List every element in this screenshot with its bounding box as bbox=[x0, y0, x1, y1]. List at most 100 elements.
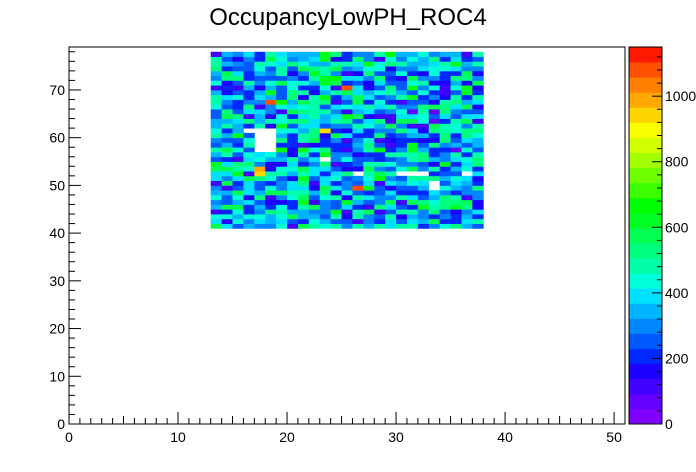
heatmap-cell bbox=[243, 56, 255, 62]
heatmap-cell bbox=[210, 209, 223, 215]
heatmap-cell bbox=[265, 123, 277, 129]
color-scale-swatch bbox=[629, 182, 662, 199]
heatmap-cell bbox=[330, 194, 342, 201]
heatmap-cell bbox=[319, 204, 332, 210]
heatmap-cell bbox=[385, 194, 397, 201]
heatmap-cell bbox=[297, 85, 310, 91]
color-scale-swatch bbox=[629, 77, 662, 93]
heatmap-cell bbox=[341, 66, 353, 72]
heatmap-cell bbox=[243, 99, 255, 105]
heatmap-cell bbox=[450, 109, 462, 115]
heatmap-cell bbox=[319, 99, 332, 105]
heatmap-cell bbox=[308, 137, 321, 143]
heatmap-cell bbox=[363, 171, 375, 177]
heatmap-cell bbox=[417, 132, 430, 139]
heatmap-cell bbox=[297, 209, 310, 215]
heatmap-cell bbox=[374, 161, 386, 167]
heatmap-cell bbox=[406, 94, 419, 100]
heatmap-cell bbox=[243, 85, 255, 91]
y-tick-label: 20 bbox=[49, 321, 65, 337]
heatmap-cell bbox=[221, 204, 233, 210]
heatmap-cell bbox=[341, 214, 353, 220]
heatmap-cell bbox=[330, 123, 342, 129]
heatmap-cell bbox=[461, 204, 473, 210]
heatmap-cell bbox=[396, 113, 408, 119]
heatmap-cell bbox=[308, 204, 321, 210]
heatmap-cell bbox=[276, 180, 288, 186]
heatmap-cell bbox=[374, 156, 386, 162]
heatmap-cell bbox=[243, 161, 255, 167]
heatmap-cell bbox=[265, 156, 277, 162]
heatmap-cell bbox=[232, 151, 244, 158]
heatmap-cell bbox=[276, 175, 288, 182]
heatmap-cell bbox=[287, 199, 299, 205]
heatmap-cell bbox=[287, 128, 299, 134]
heatmap-cell bbox=[385, 190, 397, 196]
heatmap-cell bbox=[417, 209, 430, 215]
heatmap-cell bbox=[297, 199, 310, 205]
heatmap-cell bbox=[276, 223, 288, 229]
heatmap-cell bbox=[243, 199, 255, 205]
heatmap-cell bbox=[406, 70, 419, 77]
heatmap-cell bbox=[319, 161, 332, 167]
heatmap-cell bbox=[210, 75, 223, 81]
heatmap-cell bbox=[276, 190, 288, 196]
heatmap-cell bbox=[308, 147, 321, 153]
heatmap-cell bbox=[265, 113, 277, 119]
heatmap-cell bbox=[265, 218, 277, 224]
heatmap-cell bbox=[439, 75, 451, 81]
heatmap-cell bbox=[428, 223, 441, 229]
heatmap-cell bbox=[243, 156, 255, 162]
heatmap-cell bbox=[439, 94, 451, 100]
heatmap-cell bbox=[243, 109, 255, 115]
heatmap-cell bbox=[265, 51, 277, 57]
heatmap-cell bbox=[439, 80, 451, 86]
x-tick-label: 20 bbox=[279, 429, 295, 445]
heatmap-cell bbox=[385, 66, 397, 72]
heatmap-cell bbox=[232, 51, 244, 57]
color-scale-swatch bbox=[629, 333, 662, 349]
heatmap-cell bbox=[319, 223, 332, 229]
heatmap-cell bbox=[374, 128, 386, 134]
heatmap-cell bbox=[374, 94, 386, 100]
heatmap-cell bbox=[330, 214, 342, 220]
heatmap-cell bbox=[472, 199, 484, 205]
heatmap-cell bbox=[319, 118, 332, 124]
heatmap-cell bbox=[406, 109, 419, 115]
heatmap-cell bbox=[406, 118, 419, 124]
heatmap-cell bbox=[319, 94, 332, 100]
heatmap-cell bbox=[319, 75, 332, 81]
heatmap-cell bbox=[243, 75, 255, 81]
heatmap-cell bbox=[330, 223, 342, 229]
heatmap-cell bbox=[352, 175, 364, 182]
heatmap-cell bbox=[276, 109, 288, 115]
heatmap-cell bbox=[297, 89, 310, 96]
heatmap-cell bbox=[385, 156, 397, 162]
heatmap-cell bbox=[265, 199, 277, 205]
color-scale-swatch bbox=[629, 318, 662, 334]
heatmap-cell bbox=[417, 204, 430, 210]
heatmap-cell bbox=[450, 194, 462, 201]
heatmap-cell bbox=[450, 180, 462, 186]
heatmap-cell bbox=[308, 185, 321, 191]
heatmap-cell bbox=[308, 180, 321, 186]
heatmap-cell bbox=[254, 223, 266, 229]
heatmap-cell bbox=[297, 161, 310, 167]
heatmap-cell bbox=[330, 190, 342, 196]
heatmap-cell bbox=[265, 118, 277, 124]
heatmap-cell bbox=[254, 109, 266, 115]
heatmap-cell bbox=[341, 142, 353, 148]
heatmap-cell bbox=[461, 109, 473, 115]
heatmap-cell bbox=[428, 75, 441, 81]
heatmap-cell bbox=[341, 147, 353, 153]
heatmap-cell bbox=[210, 61, 223, 67]
heatmap-cell bbox=[417, 113, 430, 119]
heatmap-cell bbox=[428, 109, 441, 115]
heatmap-cell bbox=[265, 85, 277, 91]
heatmap-cell bbox=[472, 190, 484, 196]
heatmap-cell bbox=[439, 56, 451, 62]
heatmap-cell bbox=[319, 166, 332, 172]
heatmap-cell bbox=[374, 89, 386, 96]
heatmap-cell bbox=[232, 209, 244, 215]
heatmap-cell bbox=[330, 147, 342, 153]
